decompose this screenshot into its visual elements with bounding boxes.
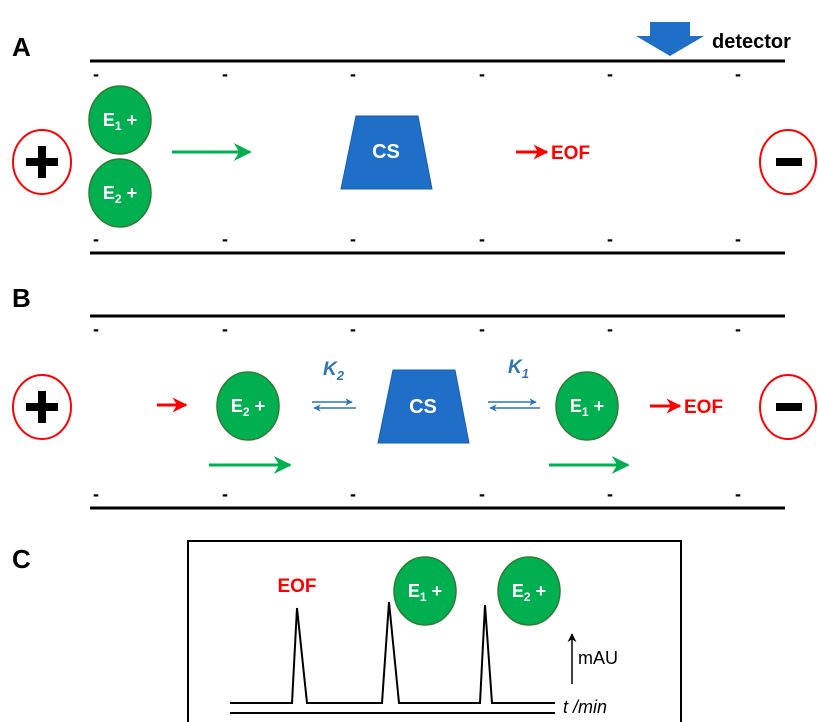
wall-charge: - bbox=[607, 484, 613, 504]
eof-peak-label: EOF bbox=[277, 576, 316, 597]
detector-label: detector bbox=[712, 31, 791, 53]
panel-a: A detector - - - - - - - - - - - - bbox=[12, 22, 817, 255]
wall-charge: - bbox=[607, 64, 613, 84]
svg-text:CS: CS bbox=[372, 141, 400, 163]
binding-constant-k2: K2 bbox=[323, 359, 345, 383]
ion-e1: E1 + bbox=[88, 85, 152, 155]
svg-text:E1 +: E1 + bbox=[570, 396, 604, 419]
ion-e1: E1 + bbox=[555, 371, 619, 441]
wall-charge: - bbox=[479, 229, 485, 249]
wall-charge: - bbox=[222, 484, 228, 504]
wall-charge: - bbox=[350, 229, 356, 249]
detector-arrow-icon bbox=[636, 22, 704, 56]
wall-charge: - bbox=[222, 319, 228, 339]
svg-text:E1 +: E1 + bbox=[103, 110, 137, 133]
wall-charge: - bbox=[607, 229, 613, 249]
panel-b: B - - - - - - - - - - - - E2 + bbox=[12, 283, 817, 510]
wall-charge: - bbox=[93, 64, 99, 84]
wall-charge: - bbox=[479, 484, 485, 504]
y-axis-label: mAU bbox=[578, 648, 618, 668]
wall-charge: - bbox=[735, 319, 741, 339]
wall-charge: - bbox=[222, 64, 228, 84]
anode-icon bbox=[12, 129, 72, 195]
chiral-selector: CS bbox=[340, 115, 433, 190]
x-axis-label: t /min bbox=[563, 697, 607, 717]
svg-text:E2 +: E2 + bbox=[103, 183, 137, 206]
wall-charge: - bbox=[350, 484, 356, 504]
electropherogram-frame bbox=[187, 540, 682, 722]
wall-charge: - bbox=[607, 319, 613, 339]
equilibrium-arrows-icon bbox=[312, 398, 356, 412]
wall-charge: - bbox=[479, 319, 485, 339]
panel-c: C EOF E1 + E2 + mAU t /min bbox=[12, 540, 682, 722]
svg-text:CS: CS bbox=[409, 396, 437, 418]
panel-letter-b: B bbox=[12, 283, 31, 313]
ion-e2: E2 + bbox=[88, 158, 152, 228]
ion-e1: E1 + bbox=[393, 556, 457, 626]
svg-text:E2 +: E2 + bbox=[231, 396, 265, 419]
wall-charge: - bbox=[93, 229, 99, 249]
wall-charge: - bbox=[93, 484, 99, 504]
wall-charge: - bbox=[350, 319, 356, 339]
equilibrium-arrows-icon bbox=[488, 398, 540, 412]
ion-e2: E2 + bbox=[216, 371, 280, 441]
panel-letter-a: A bbox=[12, 32, 31, 62]
cathode-icon bbox=[759, 374, 817, 440]
binding-constant-k1: K1 bbox=[508, 357, 529, 381]
wall-charge: - bbox=[735, 229, 741, 249]
wall-charge: - bbox=[222, 229, 228, 249]
svg-text:E1 +: E1 + bbox=[408, 581, 442, 604]
wall-charge: - bbox=[350, 64, 356, 84]
ion-e2: E2 + bbox=[497, 556, 561, 626]
chiral-selector: CS bbox=[377, 369, 470, 444]
eof-label: EOF bbox=[551, 143, 590, 164]
wall-charge: - bbox=[735, 64, 741, 84]
anode-icon bbox=[12, 374, 72, 440]
eof-label: EOF bbox=[684, 397, 723, 418]
wall-charge: - bbox=[479, 64, 485, 84]
svg-text:E2 +: E2 + bbox=[512, 581, 546, 604]
electropherogram-trace bbox=[230, 601, 555, 704]
wall-charge: - bbox=[735, 484, 741, 504]
cathode-icon bbox=[759, 129, 817, 195]
wall-charge: - bbox=[93, 319, 99, 339]
panel-letter-c: C bbox=[12, 544, 31, 574]
